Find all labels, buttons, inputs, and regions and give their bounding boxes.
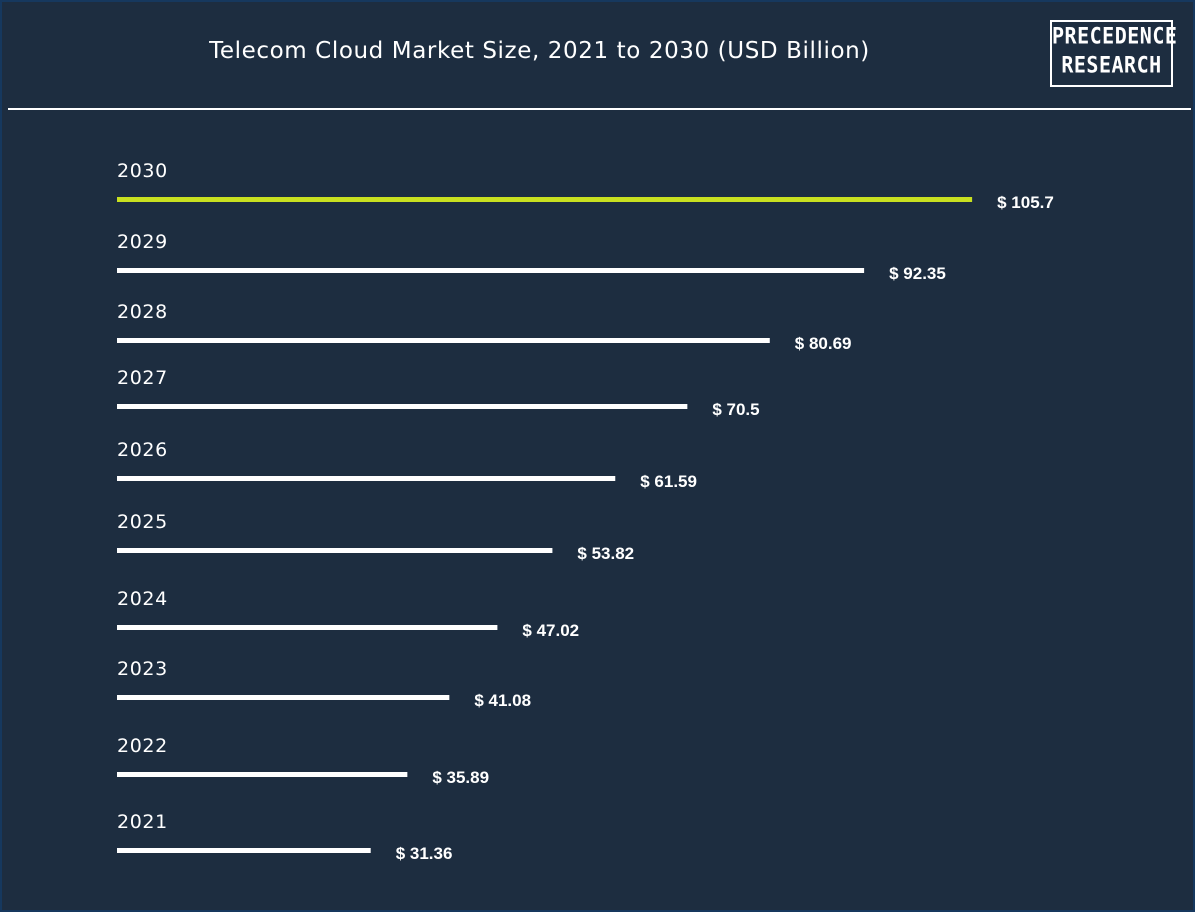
category-label-2030: 2030 (117, 160, 168, 182)
value-label-2022: $ 35.89 (432, 768, 489, 787)
category-label-2028: 2028 (117, 301, 168, 323)
category-label-2027: 2027 (117, 367, 168, 389)
category-label-2026: 2026 (117, 439, 168, 461)
category-label-2024: 2024 (117, 588, 168, 610)
value-label-2025: $ 53.82 (577, 544, 634, 563)
bar-2030 (117, 197, 973, 202)
chart-title: Telecom Cloud Market Size, 2021 to 2030 … (209, 38, 870, 64)
header-divider (8, 108, 1191, 110)
value-label-2024: $ 47.02 (522, 621, 579, 640)
category-label-2022: 2022 (117, 735, 168, 757)
value-label-2023: $ 41.08 (474, 691, 531, 710)
value-label-2030: $ 105.7 (997, 193, 1054, 212)
bar-2027 (117, 404, 688, 409)
category-label-2025: 2025 (117, 511, 168, 533)
bar-2026 (117, 476, 616, 481)
value-label-2021: $ 31.36 (396, 844, 453, 863)
bar-2023 (117, 695, 450, 700)
bar-2022 (117, 772, 408, 777)
bar-2024 (117, 625, 498, 630)
value-label-2026: $ 61.59 (640, 472, 697, 491)
category-label-2023: 2023 (117, 658, 168, 680)
value-label-2029: $ 92.35 (889, 264, 946, 283)
logo-text-bottom: RESEARCH (1061, 51, 1162, 79)
category-label-2029: 2029 (117, 231, 168, 253)
brand-logo: PRECEDENCE RESEARCH (1050, 20, 1178, 87)
logo-text-top: PRECEDENCE (1052, 22, 1178, 50)
category-label-2021: 2021 (117, 811, 168, 833)
bar-2025 (117, 548, 553, 553)
value-label-2028: $ 80.69 (795, 334, 852, 353)
bar-2021 (117, 848, 371, 853)
bar-2028 (117, 338, 770, 343)
bar-2029 (117, 268, 865, 273)
value-label-2027: $ 70.5 (712, 400, 759, 419)
